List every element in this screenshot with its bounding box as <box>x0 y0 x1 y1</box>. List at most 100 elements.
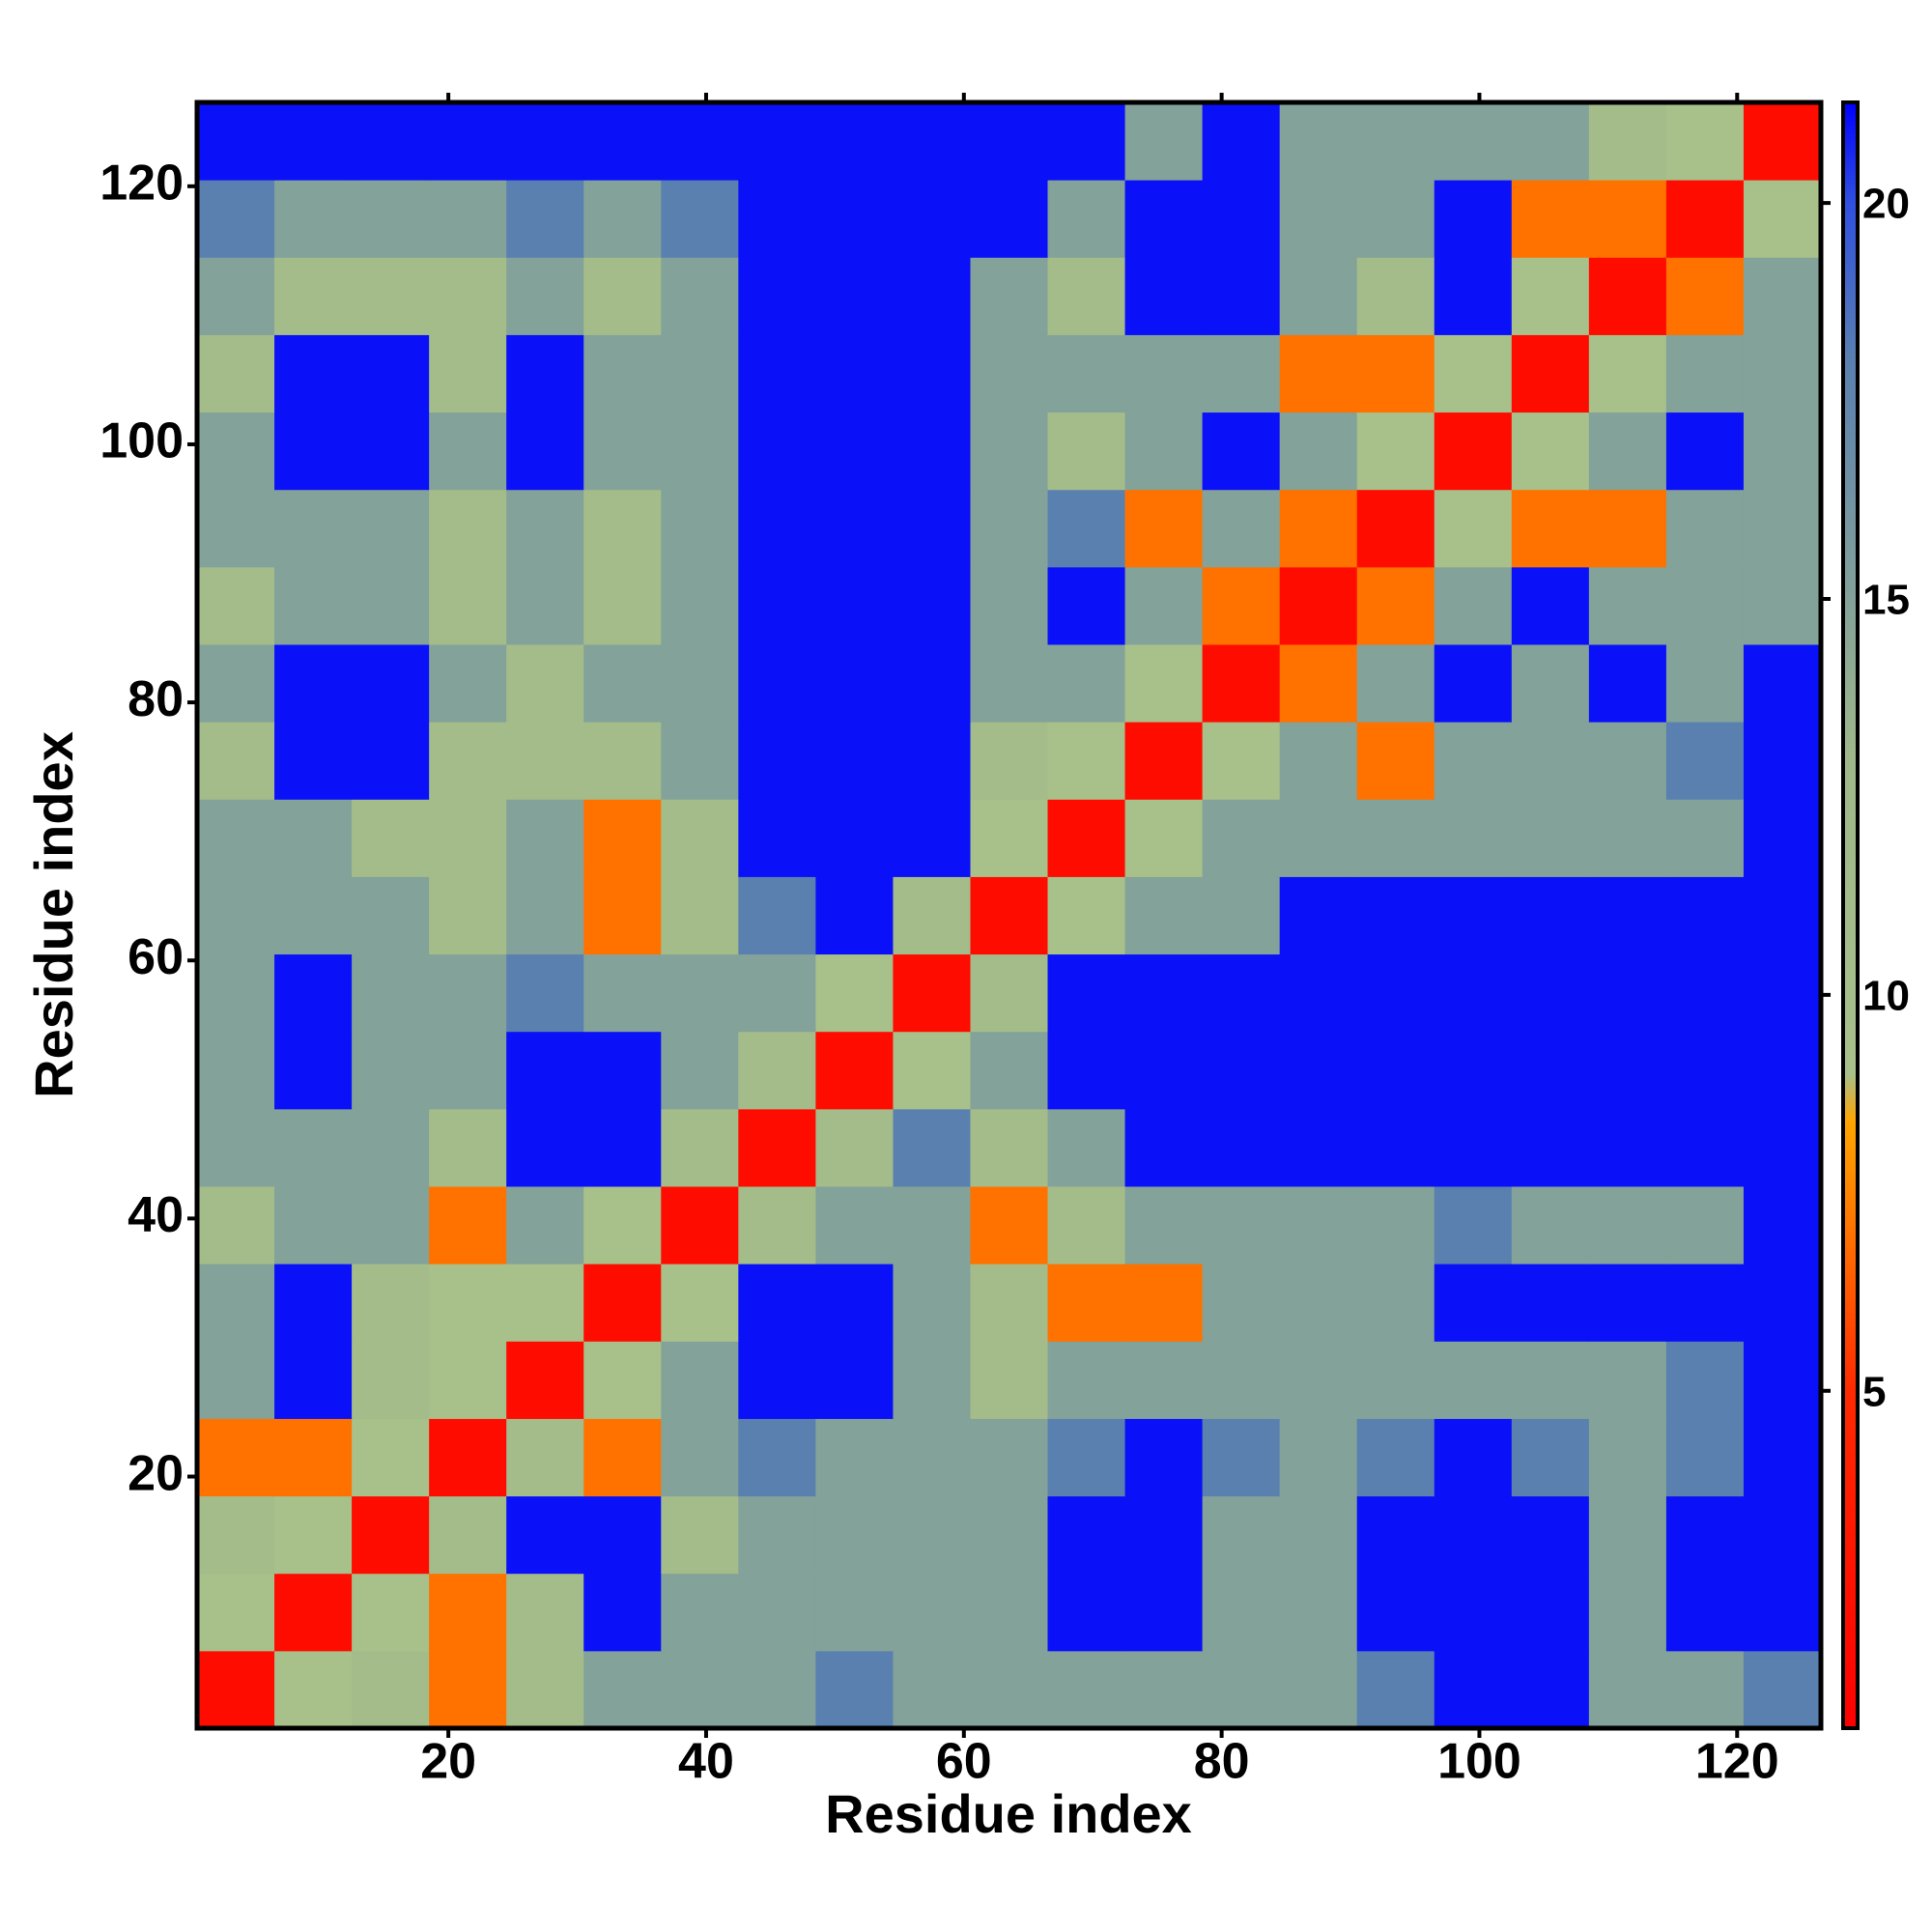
heatmap-cell <box>1743 876 1822 955</box>
heatmap-cell <box>815 1341 894 1419</box>
heatmap-cell <box>352 953 430 1033</box>
heatmap-cell <box>1434 257 1513 335</box>
heatmap-cell <box>197 876 275 955</box>
heatmap-cell <box>429 722 507 800</box>
heatmap-cell <box>1665 1031 1745 1110</box>
heatmap-cell <box>661 257 739 335</box>
heatmap-cell <box>661 1108 739 1187</box>
heatmap-cell <box>1434 722 1513 800</box>
heatmap-cell <box>274 876 353 955</box>
heatmap-cell <box>970 1108 1049 1187</box>
heatmap-cell <box>1511 1108 1590 1187</box>
heatmap-cell <box>1279 1495 1358 1575</box>
heatmap-cell <box>738 876 816 955</box>
heatmap-cell <box>970 722 1049 800</box>
heatmap-cell <box>1124 334 1204 413</box>
heatmap-cell <box>352 257 430 335</box>
heatmap-cell <box>815 722 894 800</box>
heatmap-cell <box>970 644 1049 723</box>
heatmap-cell <box>429 1495 507 1575</box>
x-tick-label: 60 <box>936 1734 992 1790</box>
heatmap-cell <box>429 876 507 955</box>
heatmap-cell <box>1279 1031 1358 1110</box>
y-tick-label: 20 <box>128 1445 184 1501</box>
heatmap-cell <box>352 876 430 955</box>
heatmap-cell <box>1588 1418 1667 1497</box>
heatmap-cell <box>661 412 739 491</box>
heatmap-cell <box>1588 1186 1667 1264</box>
heatmap-cell <box>738 1186 816 1264</box>
heatmap-cell <box>506 257 584 335</box>
heatmap-cell <box>970 257 1049 335</box>
heatmap-cell <box>1279 1418 1358 1497</box>
heatmap-cell <box>738 566 816 645</box>
heatmap-cell <box>1279 566 1358 645</box>
heatmap-cell <box>1588 412 1667 491</box>
heatmap-cell <box>661 102 739 181</box>
heatmap-cell <box>429 1186 507 1264</box>
heatmap-cell <box>274 334 353 413</box>
heatmap-cell <box>1665 799 1745 877</box>
heatmap-cell <box>1511 334 1590 413</box>
heatmap-cell <box>1434 180 1513 258</box>
heatmap-cell <box>738 1341 816 1419</box>
heatmap-cell <box>1356 1341 1435 1419</box>
heatmap-cell <box>197 1650 275 1729</box>
heatmap-cell <box>1047 644 1126 723</box>
heatmap-cell <box>274 1418 353 1497</box>
heatmap-cell <box>661 1495 739 1575</box>
heatmap-cell <box>583 1573 662 1652</box>
heatmap-cell <box>1356 1186 1435 1264</box>
heatmap-cell <box>1202 1264 1281 1342</box>
heatmap-cell <box>583 1650 662 1729</box>
heatmap-cell <box>815 180 894 258</box>
heatmap-cell <box>1202 722 1281 800</box>
heatmap-cell <box>1434 1186 1513 1264</box>
heatmap-cell <box>1434 489 1513 568</box>
heatmap-cell <box>1124 102 1204 181</box>
heatmap-cell <box>1202 180 1281 258</box>
colorbar-tick-label: 5 <box>1862 1368 1886 1415</box>
heatmap-cell <box>352 566 430 645</box>
heatmap-cell <box>583 1264 662 1342</box>
y-axis-label: Residue index <box>23 731 84 1098</box>
heatmap-cell <box>1356 1418 1435 1497</box>
heatmap-cell <box>1124 953 1204 1033</box>
heatmap-cell <box>1279 1108 1358 1187</box>
heatmap-cell <box>738 722 816 800</box>
heatmap-cell <box>1743 799 1822 877</box>
heatmap-cell <box>1124 489 1204 568</box>
heatmap-cell <box>352 489 430 568</box>
y-tick-label: 40 <box>128 1187 184 1243</box>
heatmap-cell <box>661 1650 739 1729</box>
heatmap-cell <box>893 1108 971 1187</box>
heatmap-cell <box>1279 1264 1358 1342</box>
heatmap-cell <box>1124 722 1204 800</box>
heatmap-cell <box>893 953 971 1033</box>
heatmap-cell <box>1743 953 1822 1033</box>
heatmap-cell <box>1743 1031 1822 1110</box>
heatmap-cell <box>815 257 894 335</box>
heatmap-cell <box>661 1573 739 1652</box>
heatmap-cell <box>274 953 353 1033</box>
heatmap-cell <box>1047 566 1126 645</box>
heatmap-cell <box>893 1264 971 1342</box>
heatmap-cell <box>1124 1418 1204 1497</box>
heatmap-cell <box>274 1573 353 1652</box>
heatmap-cell <box>1047 102 1126 181</box>
heatmap-cell <box>197 1108 275 1187</box>
heatmap-cell <box>1047 412 1126 491</box>
heatmap-cell <box>1665 1186 1745 1264</box>
heatmap-cell <box>1743 102 1822 181</box>
heatmap-cell <box>1665 412 1745 491</box>
heatmap-cell <box>1434 1264 1513 1342</box>
heatmap-cell <box>1202 1341 1281 1419</box>
heatmap-cell <box>661 1031 739 1110</box>
heatmap-cell <box>1124 1495 1204 1575</box>
heatmap-cell <box>1665 489 1745 568</box>
heatmap-cell <box>1047 334 1126 413</box>
heatmap-cell <box>1743 180 1822 258</box>
heatmap-cell <box>1511 799 1590 877</box>
y-tick-label: 60 <box>128 929 184 985</box>
heatmap-cell <box>1434 1341 1513 1419</box>
